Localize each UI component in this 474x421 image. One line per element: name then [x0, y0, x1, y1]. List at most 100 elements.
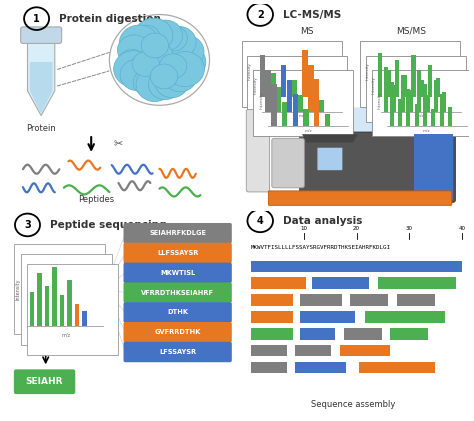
Circle shape: [159, 25, 187, 51]
Text: m/z: m/z: [411, 100, 419, 104]
Circle shape: [150, 64, 178, 89]
Bar: [411, 56, 416, 97]
Bar: [295, 362, 346, 373]
Bar: [287, 80, 292, 112]
Circle shape: [118, 35, 151, 65]
Circle shape: [148, 20, 182, 51]
Bar: [378, 53, 382, 97]
Polygon shape: [272, 107, 434, 136]
Circle shape: [109, 14, 210, 105]
Text: 40: 40: [459, 226, 466, 231]
Bar: [265, 70, 271, 112]
Circle shape: [120, 59, 155, 91]
Text: SEIAHR: SEIAHR: [26, 377, 64, 386]
Bar: [392, 85, 396, 112]
Text: m/z: m/z: [299, 115, 306, 118]
Polygon shape: [27, 41, 55, 116]
Bar: [282, 101, 287, 126]
Text: 4: 4: [257, 216, 264, 226]
FancyBboxPatch shape: [27, 264, 118, 355]
Circle shape: [118, 50, 146, 75]
Bar: [251, 311, 293, 322]
Bar: [82, 311, 87, 326]
Bar: [442, 92, 447, 112]
Text: 3: 3: [24, 220, 31, 230]
Text: SEIAHRFKDLGE: SEIAHRFKDLGE: [149, 230, 206, 236]
Bar: [365, 311, 446, 322]
Bar: [251, 328, 293, 339]
Bar: [397, 294, 435, 306]
FancyBboxPatch shape: [14, 243, 105, 334]
Bar: [251, 277, 306, 289]
Text: m/z: m/z: [293, 100, 301, 104]
Text: LC-MS/MS: LC-MS/MS: [283, 10, 342, 19]
Bar: [386, 70, 391, 97]
Circle shape: [141, 33, 169, 58]
Text: GVFRRDTHK: GVFRRDTHK: [155, 329, 201, 335]
Circle shape: [133, 69, 162, 96]
Bar: [401, 75, 405, 112]
FancyBboxPatch shape: [124, 263, 232, 283]
Bar: [45, 286, 49, 326]
FancyBboxPatch shape: [124, 342, 232, 362]
Circle shape: [135, 18, 173, 53]
Bar: [271, 84, 277, 126]
Bar: [251, 294, 293, 306]
Text: 10: 10: [300, 226, 307, 231]
Text: Data analysis: Data analysis: [283, 216, 363, 226]
Bar: [300, 294, 342, 306]
Circle shape: [132, 52, 159, 76]
Bar: [281, 65, 286, 97]
Bar: [423, 84, 427, 126]
Text: Intensity: Intensity: [259, 91, 263, 109]
Circle shape: [159, 54, 187, 78]
Text: MS: MS: [300, 27, 313, 35]
FancyBboxPatch shape: [247, 56, 347, 122]
FancyBboxPatch shape: [124, 282, 232, 303]
Polygon shape: [302, 134, 358, 142]
Bar: [428, 65, 432, 97]
Text: DTHK: DTHK: [167, 309, 188, 315]
Bar: [30, 292, 34, 326]
Bar: [300, 311, 355, 322]
Bar: [313, 85, 319, 97]
Polygon shape: [30, 62, 53, 114]
Bar: [395, 60, 399, 97]
Bar: [75, 304, 79, 326]
Text: VFRRDTHKSEIAHRF: VFRRDTHKSEIAHRF: [141, 290, 214, 296]
Bar: [391, 328, 428, 339]
Text: Intensity: Intensity: [378, 91, 382, 109]
FancyBboxPatch shape: [413, 134, 453, 200]
FancyBboxPatch shape: [366, 56, 466, 122]
FancyBboxPatch shape: [360, 41, 460, 107]
Bar: [251, 261, 462, 272]
Bar: [350, 294, 388, 306]
FancyBboxPatch shape: [300, 132, 456, 202]
Text: Sequence assembly: Sequence assembly: [311, 400, 395, 409]
Circle shape: [136, 67, 173, 101]
Text: Protein: Protein: [26, 124, 56, 133]
Bar: [403, 75, 407, 97]
Circle shape: [146, 43, 173, 68]
Bar: [390, 82, 394, 126]
Bar: [37, 273, 42, 326]
Text: 1: 1: [33, 13, 40, 24]
Text: MS/MS: MS/MS: [396, 27, 426, 35]
Bar: [302, 51, 308, 97]
Text: Peptide sequencing: Peptide sequencing: [50, 220, 167, 230]
FancyBboxPatch shape: [268, 191, 452, 205]
Text: LLFSSAYSR: LLFSSAYSR: [157, 250, 198, 256]
FancyBboxPatch shape: [317, 148, 343, 170]
Circle shape: [166, 51, 204, 87]
FancyBboxPatch shape: [246, 109, 270, 192]
Text: Intensity: Intensity: [366, 62, 370, 80]
Bar: [251, 345, 287, 357]
FancyBboxPatch shape: [272, 138, 304, 188]
Circle shape: [162, 27, 196, 58]
Bar: [251, 362, 287, 373]
Circle shape: [114, 51, 154, 87]
Text: m/z: m/z: [304, 129, 312, 133]
Bar: [52, 267, 57, 326]
Bar: [300, 328, 336, 339]
Bar: [431, 109, 436, 126]
